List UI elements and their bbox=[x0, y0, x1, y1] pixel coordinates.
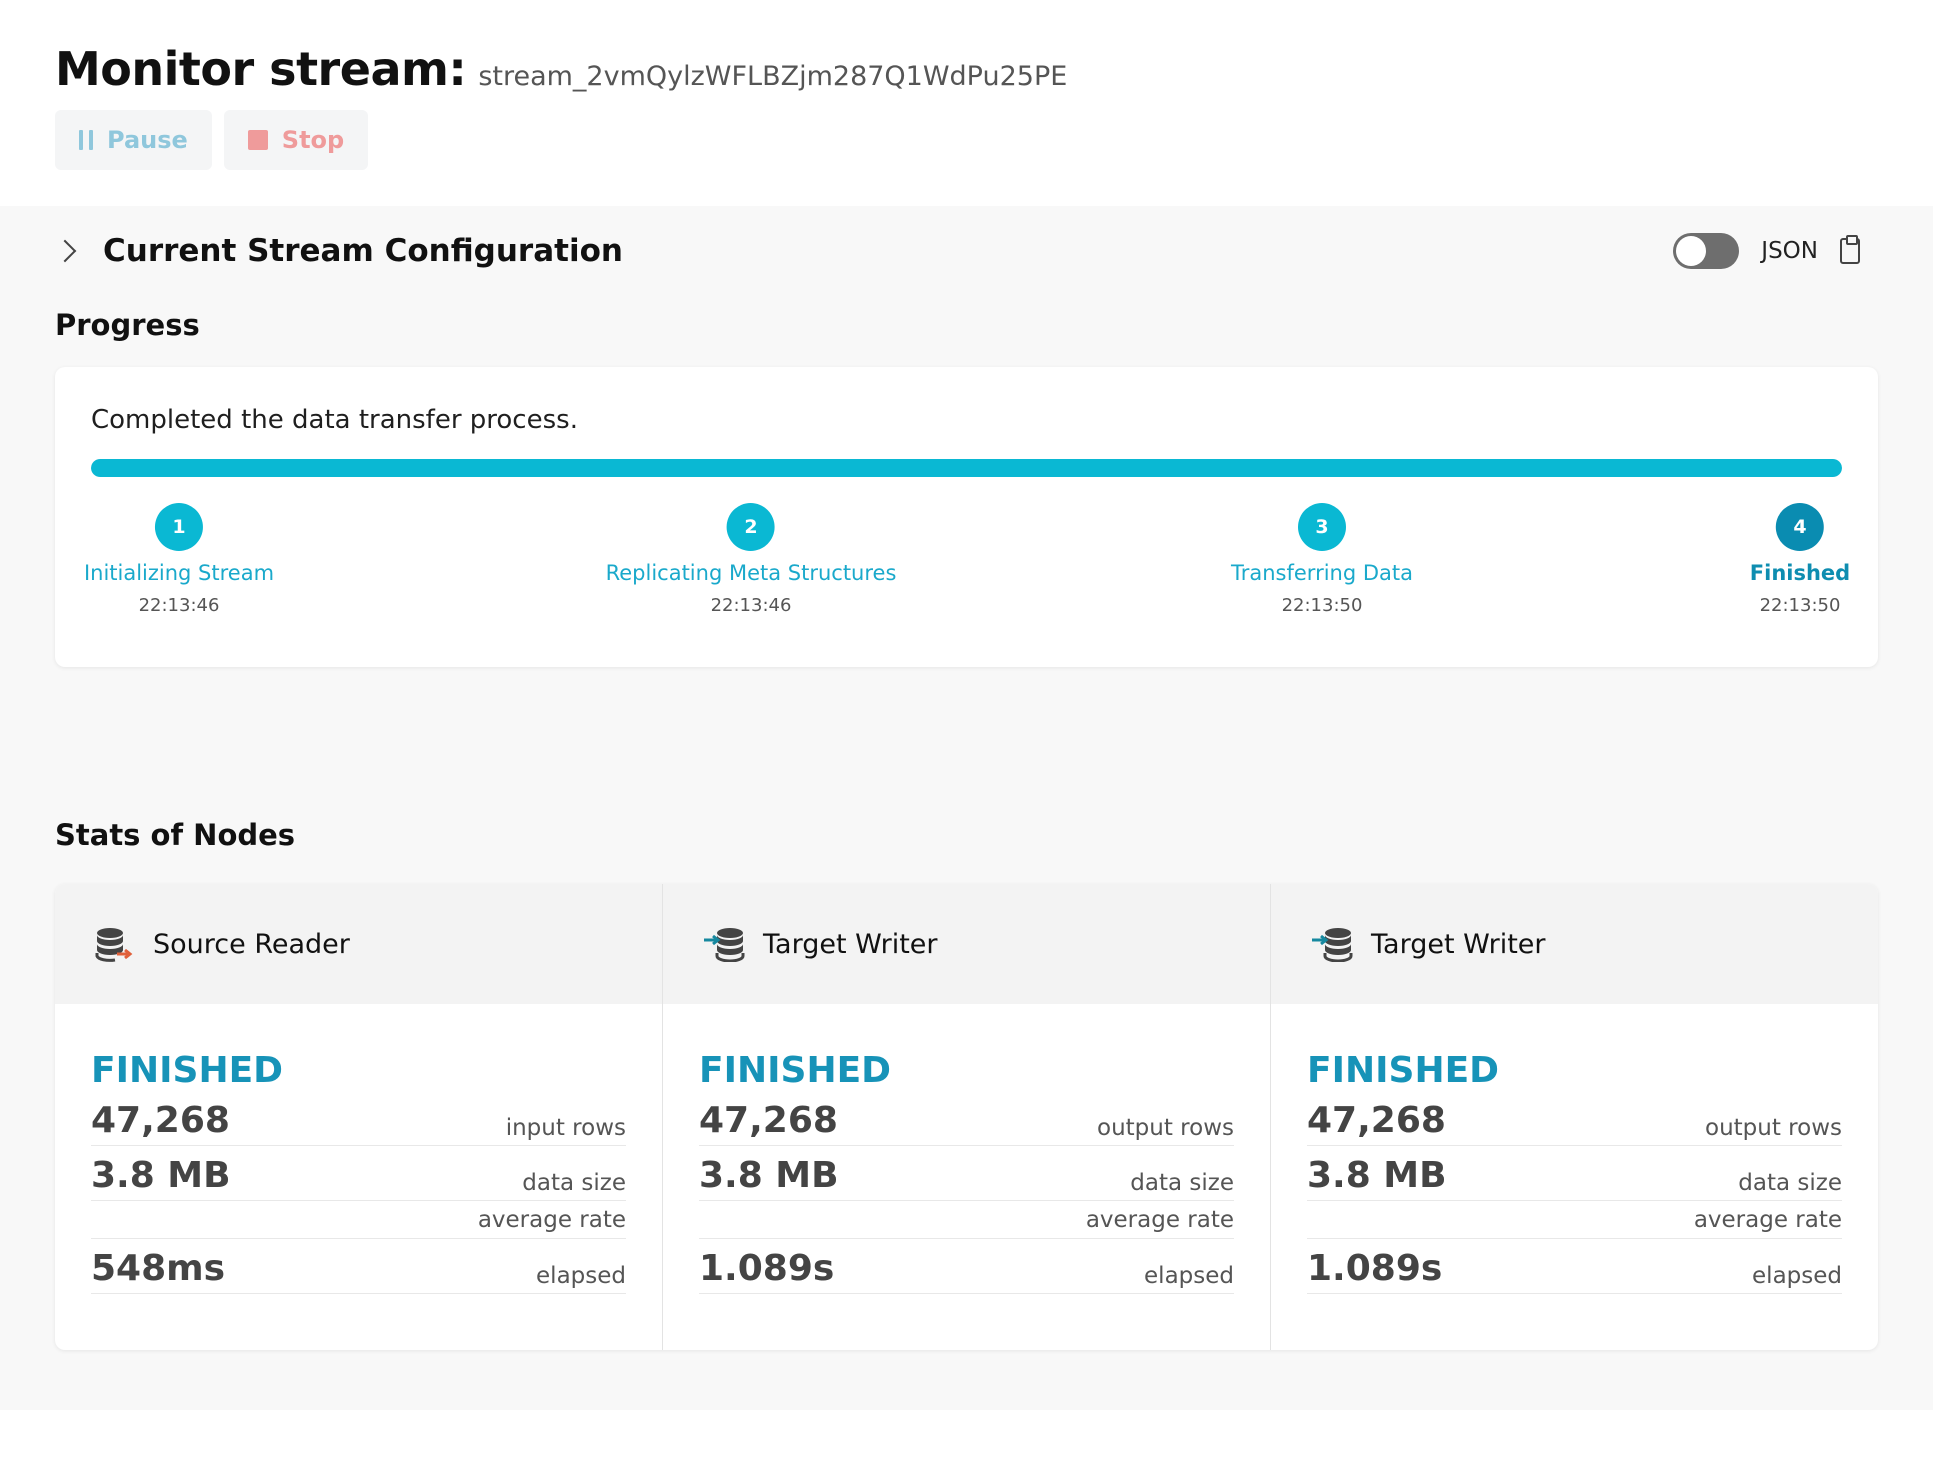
config-actions: JSON bbox=[1673, 233, 1860, 269]
step-name: Finished bbox=[1749, 561, 1851, 585]
node-header: Target Writer bbox=[663, 884, 1270, 1004]
progress-step: 3 Transferring Data 22:13:50 bbox=[1231, 503, 1413, 616]
node-status: FINISHED bbox=[91, 1050, 284, 1091]
step-number: 2 bbox=[727, 503, 775, 551]
title-row: Monitor stream: stream_2vmQylzWFLBZjm287… bbox=[55, 42, 1878, 96]
step-name: Transferring Data bbox=[1231, 561, 1413, 585]
elapsed-value: 1.089s bbox=[1307, 1248, 1443, 1289]
stop-icon bbox=[247, 130, 268, 150]
rate-stat: average rate bbox=[1307, 1201, 1842, 1239]
rate-label: average rate bbox=[1085, 1206, 1234, 1233]
json-label: JSON bbox=[1761, 238, 1818, 264]
rate-stat: average rate bbox=[91, 1201, 626, 1239]
progress-step: 4 Finished 22:13:50 bbox=[1750, 503, 1850, 616]
elapsed-label: elapsed bbox=[536, 1263, 626, 1289]
elapsed-value: 1.089s bbox=[699, 1248, 835, 1289]
progress-bar bbox=[91, 459, 1842, 477]
node-panel-source-reader: Source Reader FINISHED 47,268 input rows… bbox=[55, 884, 663, 1350]
elapsed-label: elapsed bbox=[1144, 1263, 1234, 1289]
rows-label: output rows bbox=[1097, 1115, 1234, 1141]
node-header: Target Writer bbox=[1271, 884, 1878, 1004]
progress-card: Completed the data transfer process. 1 I… bbox=[55, 367, 1878, 667]
progress-message: Completed the data transfer process. bbox=[91, 405, 578, 435]
pause-button[interactable]: Pause bbox=[55, 110, 212, 170]
step-number: 3 bbox=[1298, 503, 1346, 551]
step-name: Replicating Meta Structures bbox=[605, 561, 897, 585]
node-name: Target Writer bbox=[1371, 928, 1546, 960]
step-time: 22:13:50 bbox=[1759, 595, 1841, 616]
config-row: Current Stream Configuration JSON bbox=[53, 206, 1878, 296]
step-time: 22:13:50 bbox=[1281, 595, 1363, 616]
step-time: 22:13:46 bbox=[710, 595, 792, 616]
database-import-icon bbox=[703, 926, 745, 962]
rate-label: average rate bbox=[477, 1206, 626, 1233]
size-label: data size bbox=[1738, 1170, 1842, 1196]
node-status: FINISHED bbox=[699, 1050, 892, 1091]
progress-steps: 1 Initializing Stream 22:13:46 2 Replica… bbox=[84, 477, 1850, 617]
size-value: 3.8 MB bbox=[699, 1155, 839, 1196]
json-toggle[interactable] bbox=[1673, 233, 1740, 269]
rows-stat: 47,268 output rows bbox=[1307, 1091, 1842, 1146]
rows-stat: 47,268 input rows bbox=[91, 1091, 626, 1146]
node-name: Target Writer bbox=[763, 928, 938, 960]
node-body: FINISHED 47,268 input rows 3.8 MB data s… bbox=[55, 1004, 662, 1294]
size-value: 3.8 MB bbox=[1307, 1155, 1447, 1196]
chevron-right-icon[interactable] bbox=[53, 239, 77, 263]
rows-stat: 47,268 output rows bbox=[699, 1091, 1234, 1146]
pause-button-label: Pause bbox=[107, 126, 188, 154]
stats-title: Stats of Nodes bbox=[55, 818, 296, 852]
size-value: 3.8 MB bbox=[91, 1155, 231, 1196]
elapsed-stat: 548ms elapsed bbox=[91, 1239, 626, 1294]
stats-card: Source Reader FINISHED 47,268 input rows… bbox=[55, 884, 1878, 1350]
node-status: FINISHED bbox=[1307, 1050, 1500, 1091]
node-body: FINISHED 47,268 output rows 3.8 MB data … bbox=[663, 1004, 1270, 1294]
step-number: 1 bbox=[154, 503, 203, 551]
stop-button[interactable]: Stop bbox=[223, 110, 369, 170]
elapsed-value: 548ms bbox=[91, 1248, 226, 1289]
size-label: data size bbox=[1130, 1170, 1234, 1196]
database-export-icon bbox=[95, 926, 135, 962]
step-number: 4 bbox=[1775, 503, 1824, 551]
node-header: Source Reader bbox=[55, 884, 662, 1004]
size-stat: 3.8 MB data size bbox=[699, 1146, 1234, 1201]
step-name: Initializing Stream bbox=[83, 561, 275, 585]
node-panel-target-writer: Target Writer FINISHED 47,268 output row… bbox=[1271, 884, 1878, 1350]
page-title: Monitor stream: bbox=[55, 42, 467, 96]
elapsed-label: elapsed bbox=[1752, 1263, 1842, 1289]
page-header: Monitor stream: stream_2vmQylzWFLBZjm287… bbox=[0, 0, 1933, 206]
node-name: Source Reader bbox=[153, 928, 350, 960]
stream-id: stream_2vmQylzWFLBZjm287Q1WdPu25PE bbox=[478, 61, 1068, 92]
rows-value: 47,268 bbox=[699, 1100, 838, 1141]
clipboard-icon[interactable] bbox=[1840, 235, 1860, 264]
progress-step: 2 Replicating Meta Structures 22:13:46 bbox=[605, 503, 897, 616]
pause-icon bbox=[79, 130, 93, 150]
size-stat: 3.8 MB data size bbox=[1307, 1146, 1842, 1201]
size-label: data size bbox=[522, 1170, 626, 1196]
node-body: FINISHED 47,268 output rows 3.8 MB data … bbox=[1271, 1004, 1878, 1294]
stop-button-label: Stop bbox=[281, 126, 345, 154]
elapsed-stat: 1.089s elapsed bbox=[699, 1239, 1234, 1294]
rate-stat: average rate bbox=[699, 1201, 1234, 1239]
rows-value: 47,268 bbox=[91, 1100, 230, 1141]
database-import-icon bbox=[1311, 926, 1353, 962]
size-stat: 3.8 MB data size bbox=[91, 1146, 626, 1201]
elapsed-stat: 1.089s elapsed bbox=[1307, 1239, 1842, 1294]
config-section-title[interactable]: Current Stream Configuration bbox=[103, 233, 623, 269]
step-time: 22:13:46 bbox=[138, 595, 220, 616]
rows-label: input rows bbox=[505, 1115, 626, 1141]
node-panel-target-writer: Target Writer FINISHED 47,268 output row… bbox=[663, 884, 1271, 1350]
rows-value: 47,268 bbox=[1307, 1100, 1446, 1141]
rows-label: output rows bbox=[1705, 1115, 1842, 1141]
progress-bar-fill bbox=[91, 459, 1842, 477]
stream-controls: Pause Stop bbox=[55, 110, 1878, 170]
progress-title: Progress bbox=[55, 308, 200, 342]
rate-label: average rate bbox=[1693, 1206, 1842, 1233]
progress-step: 1 Initializing Stream 22:13:46 bbox=[84, 503, 274, 616]
